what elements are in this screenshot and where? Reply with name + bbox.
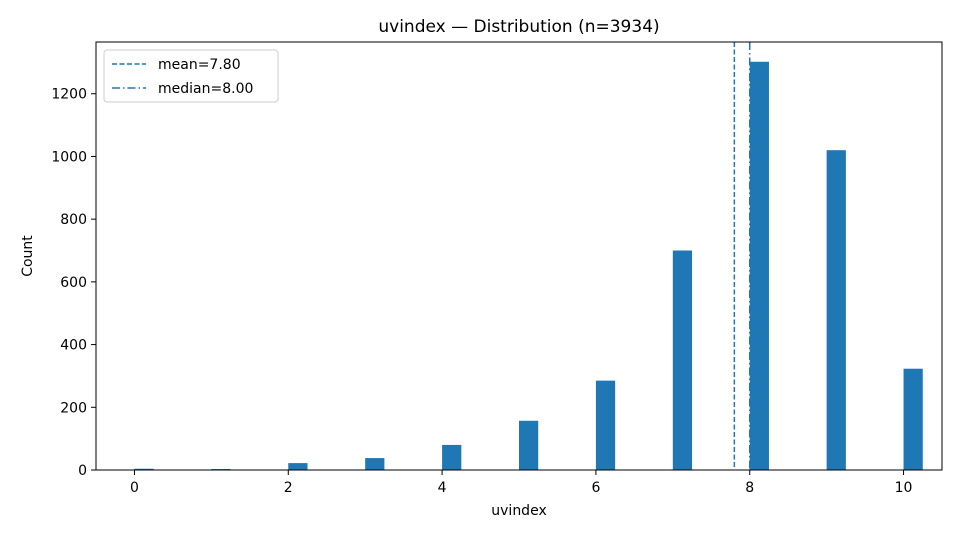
y-tick-label: 600: [60, 275, 87, 291]
y-tick-label: 200: [60, 400, 87, 416]
plot-frame: [95, 41, 943, 471]
chart-title: uvindex — Distribution (n=3934): [378, 17, 659, 37]
bars-layer: [134, 61, 923, 470]
x-tick-label: 10: [895, 480, 913, 496]
bar-2: [288, 463, 308, 470]
x-axis-ticks: 0 2 4 6 8 10: [130, 470, 912, 496]
legend-mean-label: mean=7.80: [158, 57, 241, 73]
x-tick-label: 6: [591, 480, 600, 496]
y-tick-label: 400: [60, 338, 87, 354]
x-axis-label: uvindex: [491, 503, 546, 519]
x-tick-label: 8: [745, 480, 754, 496]
x-tick-label: 2: [284, 480, 293, 496]
reference-lines-layer: [733, 42, 751, 470]
x-tick-label: 4: [438, 480, 447, 496]
bar-8: [749, 61, 769, 470]
x-tick-label: 0: [130, 480, 139, 496]
y-tick-label: 1000: [51, 149, 87, 165]
bar-3: [365, 458, 385, 470]
bar-6: [595, 380, 616, 470]
bar-10: [903, 368, 923, 470]
y-axis-label: Count: [20, 235, 36, 277]
legend-box: [103, 49, 279, 103]
y-tick-label: 800: [60, 212, 87, 228]
bar-0: [134, 468, 154, 470]
bar-7: [672, 250, 693, 470]
bar-5: [519, 420, 539, 470]
y-tick-label: 1200: [51, 87, 87, 103]
bar-4: [442, 444, 462, 470]
y-axis-ticks: 0 200 400 600 800 1000 1200: [51, 87, 96, 479]
bar-9: [826, 150, 846, 470]
legend-median-label: median=8.00: [158, 81, 253, 97]
legend: mean=7.80 median=8.00: [103, 49, 279, 103]
y-tick-label: 0: [78, 463, 87, 479]
